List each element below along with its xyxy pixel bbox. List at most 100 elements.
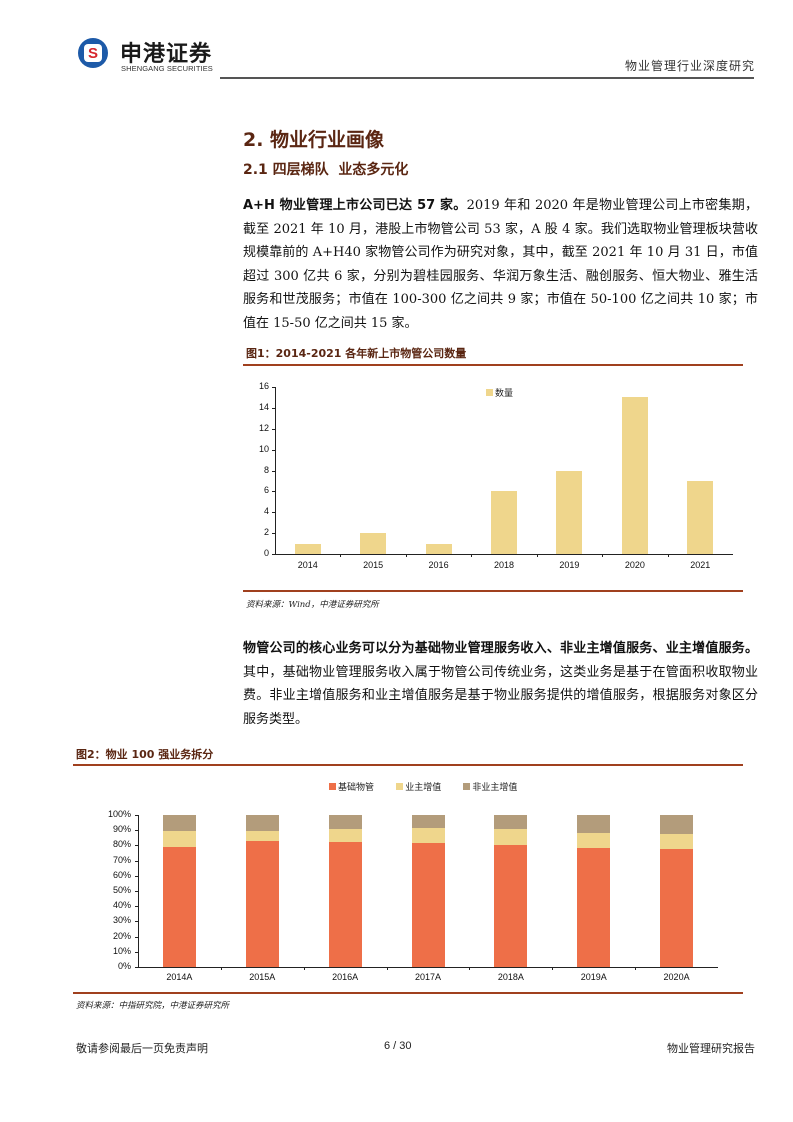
- legend-swatch-count: [486, 389, 493, 396]
- paragraph-body: 2019 年和 2020 年是物业管理公司上市密集期，截至 2021 年 10 …: [243, 198, 758, 331]
- figure2-source: 资料来源：中指研究院，中港证券研究所: [76, 1001, 230, 1011]
- chart2-y-tick: 10%: [112, 945, 131, 956]
- chart2-bar-2018A-0: [494, 845, 528, 967]
- figure2-bottom-rule: [73, 992, 743, 994]
- chart1-x-label: 2015: [363, 560, 384, 570]
- chart2-bar-2015A-1: [245, 830, 279, 841]
- chart2-bar-2017A-2: [411, 815, 445, 828]
- chart1-y-tick: 8: [263, 464, 269, 475]
- paragraph-body: 其中，基础物业管理服务收入属于物管公司传统业务，这类业务是基于在管面积收取物业费…: [243, 664, 758, 727]
- chart2-y-tickmark: [135, 967, 138, 968]
- chart1-x-tickmark: [667, 554, 669, 557]
- chart1-y-tickmark: [272, 491, 275, 493]
- chart1-y-tick: 16: [258, 381, 269, 391]
- chart1-bar-2018: [491, 491, 517, 554]
- figure1-bottom-rule: [243, 590, 743, 592]
- chart2-x-label: 2015A: [249, 972, 276, 982]
- logo-s-glyph: S: [84, 44, 102, 62]
- paragraph-lead: A+H 物业管理上市公司已达 57 家。: [243, 198, 467, 213]
- page-number: 6 / 30: [384, 1040, 412, 1052]
- chart1-x-tickmark: [536, 554, 538, 557]
- chart1-y-tickmark: [272, 554, 275, 555]
- report-title: 物业管理行业深度研究: [624, 59, 755, 73]
- chart2-y-tickmark: [135, 951, 138, 953]
- chart1-y-tick: 2: [263, 527, 269, 538]
- chart2-x-label: 2018A: [497, 972, 524, 982]
- chart1-y-tick: 12: [258, 422, 269, 433]
- chart2-y-tickmark: [135, 921, 138, 923]
- footer-report-type: 物业管理研究报告: [667, 1042, 755, 1055]
- company-logo-mark: S: [78, 38, 108, 68]
- chart1-bar-2015: [360, 533, 387, 554]
- chart2-y-tick: 100%: [107, 809, 131, 819]
- chart2-x-tickmark: [552, 967, 554, 970]
- chart1-y-tickmark: [272, 407, 275, 409]
- chart2-y-tickmark: [135, 845, 138, 847]
- chart2-y-tickmark: [135, 891, 138, 892]
- legend-swatch-non-owner: [463, 783, 471, 790]
- chart2-bar-2016A-2: [328, 815, 362, 829]
- chart2-y-tickmark: [135, 860, 138, 862]
- chart2-y-tickmark: [135, 936, 138, 938]
- chart2-x-label: 2020A: [663, 972, 690, 982]
- figure2-rule: [73, 764, 743, 766]
- chart2-bar-2017A-1: [411, 827, 445, 844]
- company-name-cn: 申港证券: [120, 42, 213, 67]
- chart2-x-tickmark: [220, 967, 222, 970]
- chart2-bar-2020A-0: [660, 849, 694, 967]
- chart1-y-tickmark: [272, 387, 275, 388]
- chart2-bar-2018A-2: [494, 815, 528, 829]
- chart2-y-tick: 90%: [112, 824, 131, 835]
- company-name-en: SHENGANG SECURITIES: [121, 64, 213, 73]
- chart2-x-tickmark: [386, 967, 388, 970]
- chart1-bar-2019: [556, 470, 583, 554]
- chart1-x-axis: [275, 554, 733, 555]
- chart2-x-tickmark: [635, 967, 637, 970]
- chart1-y-tick: 4: [263, 506, 269, 517]
- chart2-bar-2019A-0: [577, 848, 611, 967]
- chart2-y-tickmark: [135, 830, 138, 832]
- chart1-x-tickmark: [471, 554, 473, 557]
- paragraph-listed-companies: A+H 物业管理上市公司已达 57 家。2019 年和 2020 年是物业管理公…: [243, 194, 758, 335]
- chart2-x-label: 2019A: [580, 972, 607, 982]
- chart1-x-label: 2021: [690, 560, 711, 570]
- chart2-bar-2017A-0: [411, 843, 445, 967]
- chart1-y-tickmark: [272, 470, 275, 472]
- chart2-y-tick: 50%: [112, 885, 131, 895]
- chart2-x-axis: [138, 967, 718, 968]
- chart2-bar-2019A-2: [577, 815, 611, 834]
- chart2-bar-2016A-1: [328, 828, 362, 843]
- chart1-y-axis: [275, 387, 276, 555]
- chart1-y-tick: 6: [263, 485, 269, 496]
- chart1-bar-2014: [294, 543, 321, 554]
- chart-business-split: 基础物管 业主增值 非业主增值 0% 10% 20% 30% 40% 50% 60% 70% 8…: [73, 770, 743, 988]
- chart2-bar-2015A-2: [245, 815, 279, 831]
- chart2-y-tick: 20%: [112, 930, 131, 941]
- chart1-y-tickmark: [272, 428, 275, 430]
- footer-disclaimer: 敬请参阅最后一页免责声明: [76, 1042, 208, 1055]
- chart1-y-tickmark: [272, 533, 275, 535]
- chart1-x-label: 2020: [624, 560, 645, 570]
- legend-label-count: 数量: [495, 389, 514, 399]
- chart-new-listings: 数量 0 2 4 6 8 10 12 14 16 2014 2015 2016 2018 2019 202…: [243, 370, 743, 590]
- chart2-legend: 基础物管 业主增值 非业主增值: [329, 776, 517, 795]
- chart1-y-tick: 10: [258, 443, 269, 454]
- section-heading: 2. 物业行业画像: [243, 129, 385, 151]
- chart1-legend: 数量: [486, 382, 513, 401]
- legend-label-non-owner: 非业主增值: [472, 783, 518, 793]
- legend-swatch-base: [329, 783, 336, 790]
- chart1-x-label: 2019: [559, 560, 580, 570]
- subsection-heading: 2.1 四层梯队 业态多元化: [243, 162, 409, 178]
- chart2-y-tickmark: [135, 906, 138, 908]
- chart1-x-label: 2016: [428, 560, 449, 570]
- chart2-bar-2014A-1: [162, 830, 196, 847]
- chart2-x-tickmark: [303, 967, 305, 970]
- chart2-bar-2014A-0: [162, 846, 196, 967]
- paragraph-business-segments: 物管公司的核心业务可以分为基础物业管理服务收入、非业主增值服务、业主增值服务。其…: [243, 637, 758, 731]
- chart2-y-tick: 30%: [112, 915, 131, 926]
- chart2-bar-2016A-0: [328, 842, 362, 967]
- chart1-y-tickmark: [272, 449, 275, 451]
- chart1-y-tickmark: [272, 512, 275, 514]
- chart2-x-label: 2016A: [332, 972, 359, 982]
- chart1-x-tickmark: [602, 554, 604, 557]
